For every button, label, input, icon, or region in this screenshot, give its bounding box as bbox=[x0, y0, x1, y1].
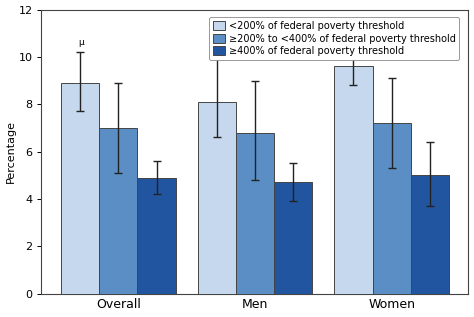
Bar bbox=[236, 133, 274, 294]
Bar bbox=[411, 175, 449, 294]
Bar bbox=[334, 66, 373, 294]
Bar bbox=[61, 83, 99, 294]
Bar bbox=[274, 182, 312, 294]
Bar bbox=[137, 178, 176, 294]
Y-axis label: Percentage: Percentage bbox=[6, 120, 16, 183]
Text: µ: µ bbox=[79, 38, 84, 48]
Bar bbox=[99, 128, 137, 294]
Legend: <200% of federal poverty threshold, ≥200% to <400% of federal poverty threshold,: <200% of federal poverty threshold, ≥200… bbox=[209, 17, 459, 60]
Bar bbox=[198, 102, 236, 294]
Bar bbox=[373, 123, 411, 294]
